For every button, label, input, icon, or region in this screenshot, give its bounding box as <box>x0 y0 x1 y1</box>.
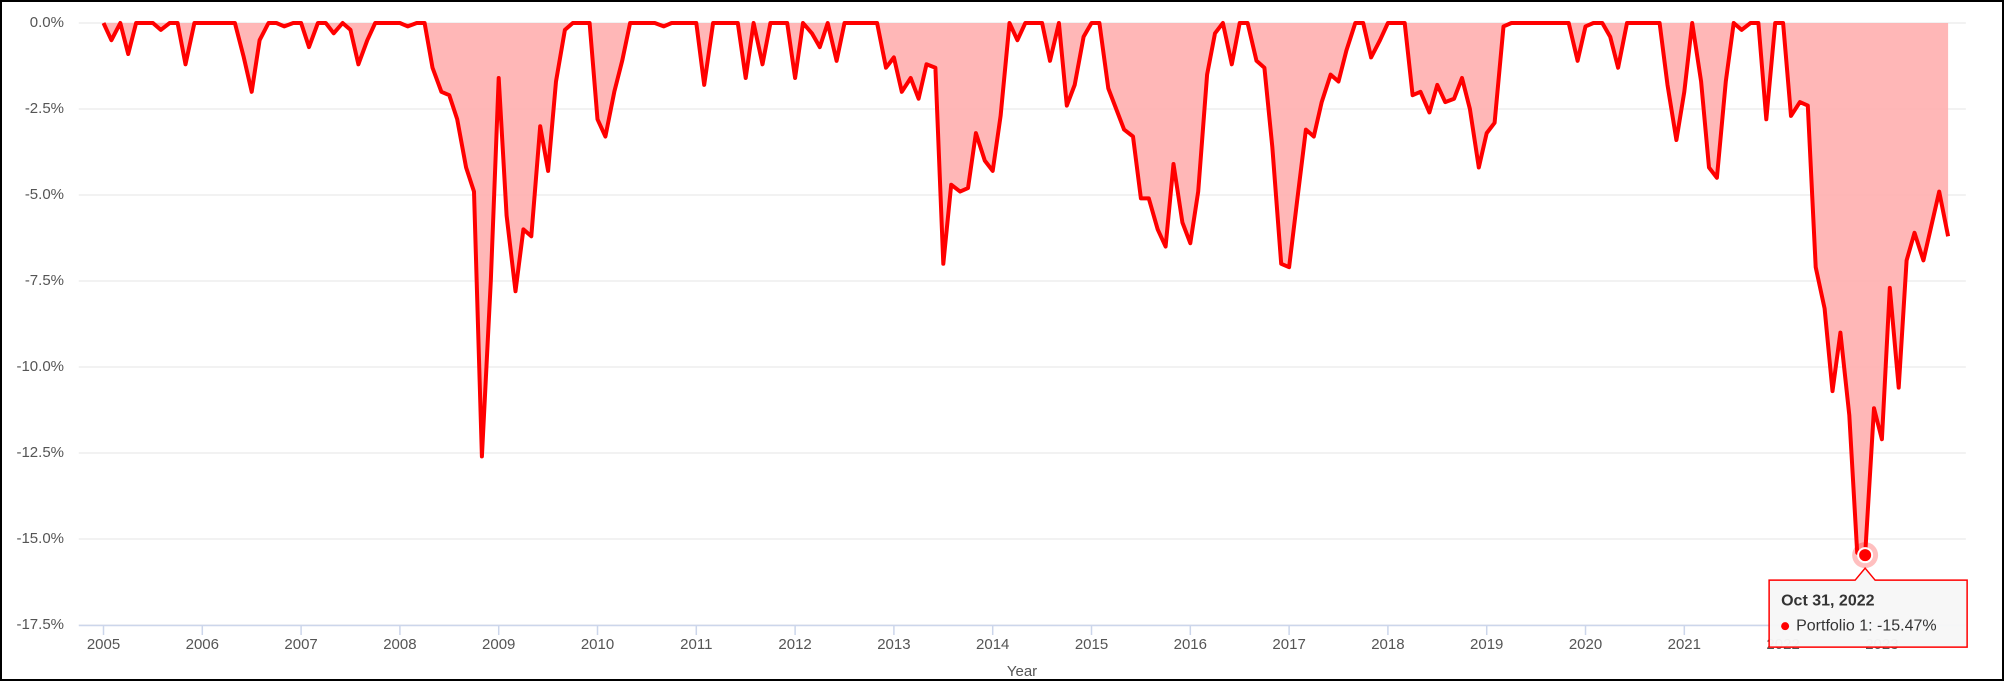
x-tick-label: 2011 <box>680 636 712 653</box>
y-tick-label: -15.0% <box>16 530 64 547</box>
x-tick-label: 2012 <box>778 636 811 653</box>
x-tick-label: 2006 <box>186 636 219 653</box>
y-tick-label: -2.5% <box>25 100 64 117</box>
tooltip: Oct 31, 2022 Portfolio 1: -15.47% <box>1768 566 1968 648</box>
x-tick-label: 2009 <box>482 636 515 653</box>
y-tick-label: -10.0% <box>16 358 64 375</box>
y-tick-label: -12.5% <box>16 444 64 461</box>
x-tick-label: 2013 <box>877 636 910 653</box>
x-tick-label: 2020 <box>1569 636 1602 653</box>
x-tick-label: 2010 <box>581 636 614 653</box>
tooltip-bullet <box>1781 622 1790 631</box>
x-tick-label: 2016 <box>1174 636 1207 653</box>
x-tick-label: 2005 <box>87 636 120 653</box>
x-tick-label: 2007 <box>284 636 317 653</box>
hover-point <box>1857 547 1874 564</box>
x-tick-label: 2019 <box>1470 636 1503 653</box>
tooltip-title: Oct 31, 2022 <box>1781 592 1875 609</box>
y-tick-label: -5.0% <box>25 186 64 203</box>
x-tick-label: 2008 <box>383 636 416 653</box>
y-tick-label: -7.5% <box>25 272 64 289</box>
x-axis-title: Year <box>1007 663 1037 680</box>
tooltip-box <box>1768 566 1968 648</box>
x-tick-label: 2017 <box>1272 636 1305 653</box>
x-tick-label: 2015 <box>1075 636 1108 653</box>
series-line <box>101 21 1951 558</box>
x-tick-label: 2021 <box>1668 636 1701 653</box>
y-tick-label: -17.5% <box>16 616 64 633</box>
y-tick-label: 0.0% <box>30 14 64 31</box>
tooltip-text: Portfolio 1: -15.47% <box>1796 617 1937 634</box>
x-tick-label: 2018 <box>1371 636 1404 653</box>
x-tick-label: 2014 <box>976 636 1009 653</box>
